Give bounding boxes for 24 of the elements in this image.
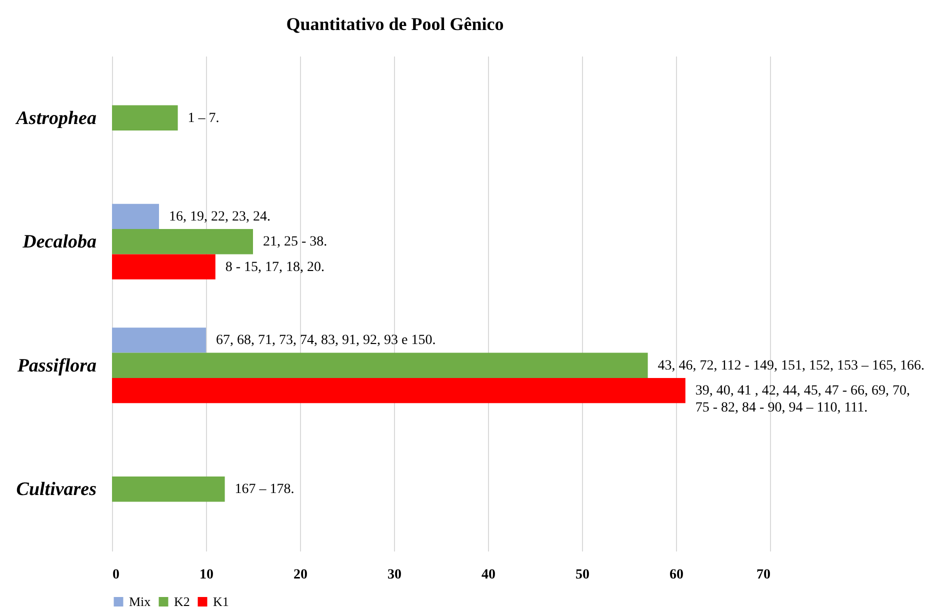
x-tick-label: 40 xyxy=(482,568,496,582)
chart-title: Quantitativo de Pool Gênico xyxy=(286,14,504,34)
y-tick-label: Astrophea xyxy=(15,108,97,129)
y-tick-label: Decaloba xyxy=(22,232,97,253)
x-tick-label: 60 xyxy=(670,568,684,582)
x-tick-label: 50 xyxy=(576,568,590,582)
annotation: 167 – 178. xyxy=(234,482,294,498)
x-tick-label: 30 xyxy=(388,568,402,582)
legend-label: K2 xyxy=(174,594,190,609)
legend-label: K1 xyxy=(213,594,229,609)
x-tick-label: 70 xyxy=(756,568,770,582)
annotation: 1 – 7. xyxy=(188,110,220,126)
y-tick-label: Cultivares xyxy=(16,479,96,500)
annotation: 67, 68, 71, 73, 74, 83, 91, 92, 93 e 150. xyxy=(216,333,436,348)
annotation: 39, 40, 41 , 42, 44, 45, 47 - 66, 69, 70, 75 - 82, 84 - 90, 94 – 110, 111. xyxy=(695,384,910,416)
annotation: 16, 19, 22, 23, 24. xyxy=(169,209,270,224)
y-tick-label: Passiflora xyxy=(16,355,97,376)
x-tick-label: 20 xyxy=(294,568,308,582)
annotation: 8 - 15, 17, 18, 20. xyxy=(225,260,325,275)
annotation: 21, 25 - 38. xyxy=(263,234,328,250)
x-tick-label: 10 xyxy=(200,568,214,582)
annotation: 43, 46, 72, 112 - 149, 151, 152, 153 – 165, 166. xyxy=(658,358,924,374)
x-tick-label: 0 xyxy=(112,568,120,582)
legend-label: Mix xyxy=(129,594,152,609)
